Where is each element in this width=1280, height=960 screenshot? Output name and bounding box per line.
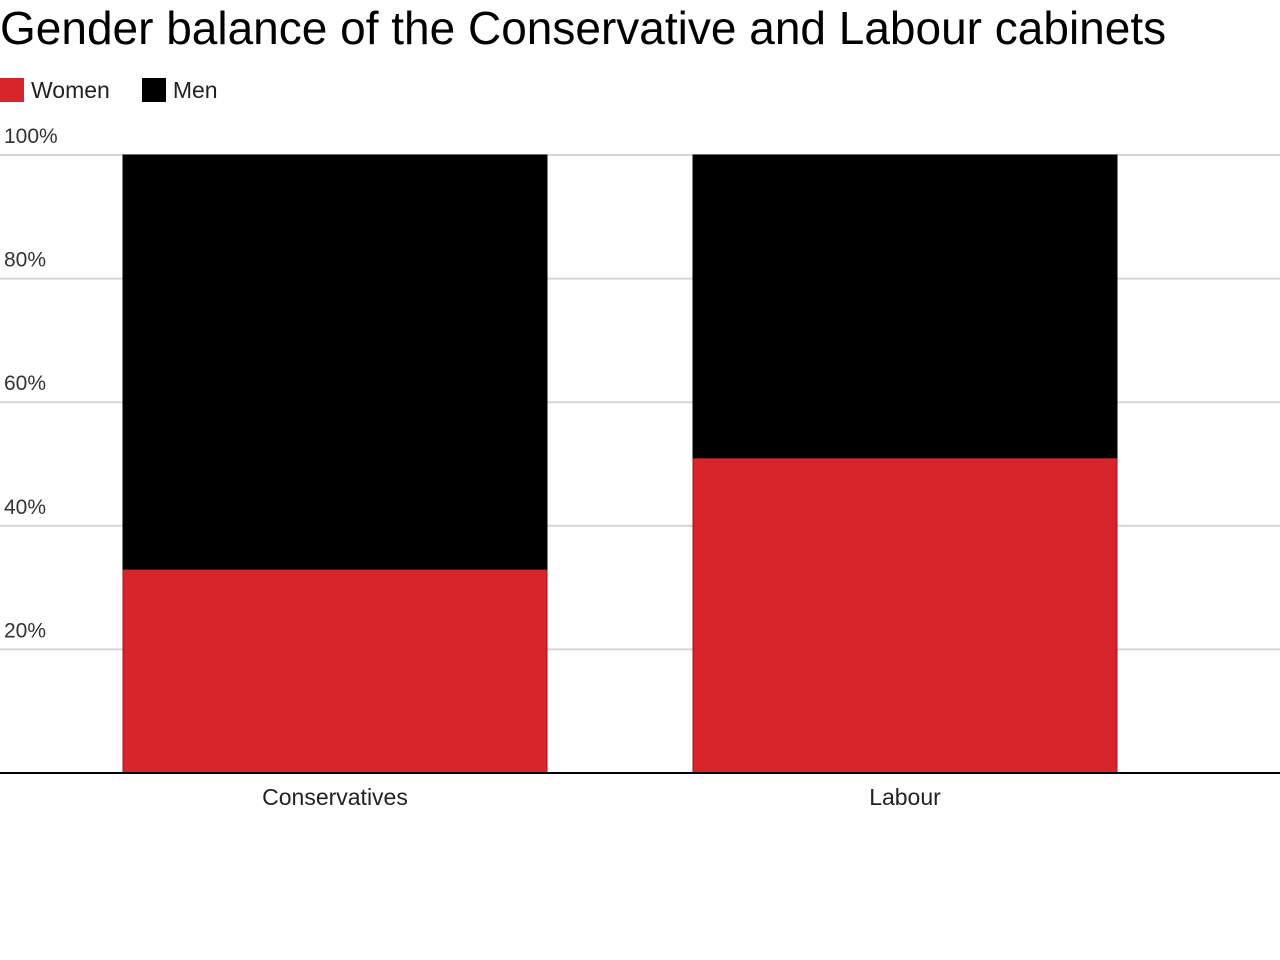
bar-labour-women — [692, 457, 1118, 774]
chart-legend: Women Men — [0, 76, 250, 104]
bar-labour-men — [692, 154, 1118, 459]
legend-swatch-men — [141, 78, 166, 102]
legend-label-men: Men — [172, 77, 218, 103]
bar-conservatives-women — [122, 568, 548, 774]
legend-label-women: Women — [31, 77, 110, 103]
bar-conservatives-men — [122, 154, 548, 570]
legend-swatch-women — [0, 78, 24, 102]
x-tick-label-labour: Labour — [869, 784, 941, 810]
chart-title: Gender balance of the Conservative and L… — [0, 2, 1167, 54]
y-tick-label-80: 80% — [4, 249, 46, 272]
legend-item-women: Women — [0, 76, 110, 104]
y-tick-label-100: 100% — [4, 125, 58, 148]
legend-item-men: Men — [141, 76, 218, 104]
x-tick-label-conservatives: Conservatives — [262, 784, 408, 810]
y-tick-label-60: 60% — [4, 372, 46, 395]
y-tick-label-40: 40% — [4, 496, 46, 519]
y-tick-label-20: 20% — [4, 619, 46, 642]
